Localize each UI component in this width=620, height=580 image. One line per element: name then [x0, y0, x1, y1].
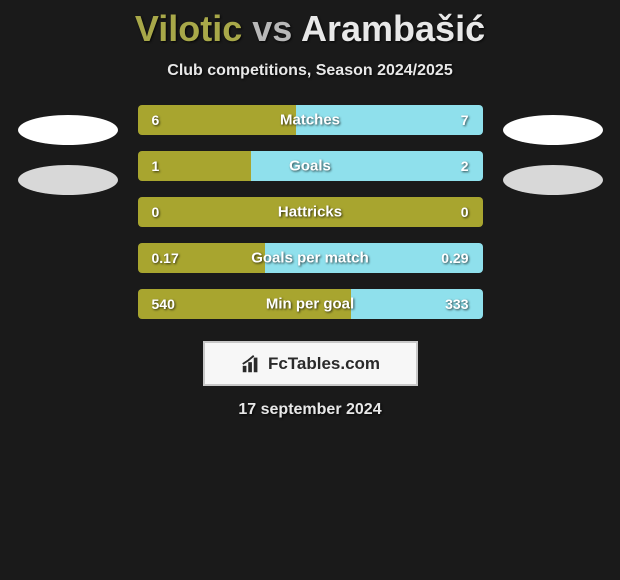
logo-box: FcTables.com [203, 341, 418, 386]
bar-value-right: 7 [461, 112, 469, 128]
bar-label: Goals [289, 158, 331, 175]
bars-container: Matches 6 7 Goals 1 2 Hattricks 0 0 Goals per mat… [138, 105, 483, 319]
bar-value-right: 0.29 [441, 250, 468, 266]
bar-fill-left [138, 105, 297, 135]
chart-icon [240, 353, 262, 375]
bar-label: Min per goal [266, 296, 354, 313]
bar-value-left: 0.17 [152, 250, 179, 266]
logo-text: FcTables.com [268, 354, 380, 374]
player2-ellipse-1 [503, 115, 603, 145]
bar-label: Matches [280, 112, 340, 129]
player1-ellipse-2 [18, 165, 118, 195]
stat-bar: Goals 1 2 [138, 151, 483, 181]
stat-bar: Matches 6 7 [138, 105, 483, 135]
bar-value-left: 540 [152, 296, 175, 312]
bar-value-right: 0 [461, 204, 469, 220]
player1-name: Vilotic [135, 8, 242, 49]
bar-fill-right [251, 151, 482, 181]
page-title: Vilotic vs Arambašić [135, 8, 485, 50]
player2-name: Arambašić [301, 8, 485, 49]
bar-value-left: 1 [152, 158, 160, 174]
vs-text: vs [252, 8, 292, 49]
bar-label: Goals per match [251, 250, 369, 267]
content-row: Matches 6 7 Goals 1 2 Hattricks 0 0 Goals per mat… [0, 105, 620, 319]
player2-ellipse-2 [503, 165, 603, 195]
bar-value-left: 6 [152, 112, 160, 128]
bar-label: Hattricks [278, 204, 342, 221]
stat-bar: Hattricks 0 0 [138, 197, 483, 227]
left-ellipse-col [18, 105, 118, 195]
subtitle: Club competitions, Season 2024/2025 [167, 62, 452, 80]
date: 17 september 2024 [238, 401, 381, 419]
bar-value-left: 0 [152, 204, 160, 220]
bar-value-right: 2 [461, 158, 469, 174]
stat-bar: Goals per match 0.17 0.29 [138, 243, 483, 273]
right-ellipse-col [503, 105, 603, 195]
stat-bar: Min per goal 540 333 [138, 289, 483, 319]
bar-value-right: 333 [445, 296, 468, 312]
player1-ellipse-1 [18, 115, 118, 145]
